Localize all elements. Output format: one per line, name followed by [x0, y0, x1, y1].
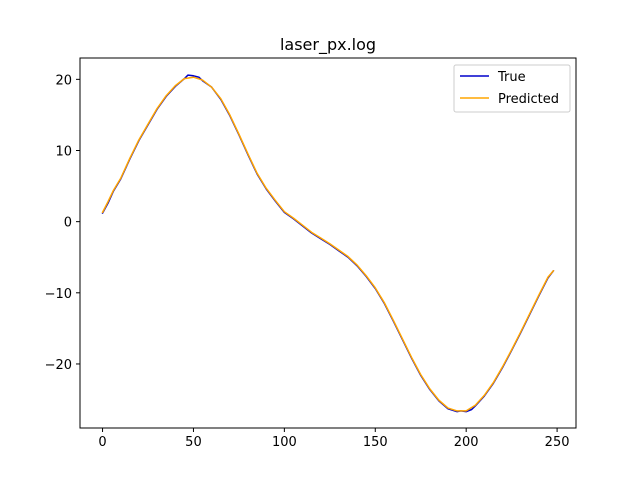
y-tick-label: −10 [45, 287, 72, 302]
y-tick-label: 10 [55, 145, 72, 160]
series-layer [101, 74, 555, 413]
y-axis-ticks: −20 −10 0 10 20 [45, 73, 80, 373]
legend-label-true: True [497, 70, 526, 85]
y-tick-label: −20 [45, 358, 72, 373]
y-tick-label: 0 [64, 216, 72, 231]
x-tick-label: 0 [98, 435, 106, 450]
x-tick-label: 50 [185, 435, 202, 450]
series-line-predicted [101, 76, 555, 412]
legend: True Predicted [453, 64, 571, 113]
x-tick-label: 150 [363, 435, 388, 450]
x-tick-label: 200 [454, 435, 479, 450]
y-tick-label: 20 [55, 73, 72, 88]
x-axis-ticks: 0 50 100 150 200 250 [98, 428, 570, 450]
legend-label-predicted: Predicted [498, 92, 559, 107]
x-tick-label: 250 [545, 435, 570, 450]
x-tick-label: 100 [272, 435, 297, 450]
chart-title: laser_px.log [280, 35, 376, 55]
plot-area-frame [79, 57, 577, 429]
